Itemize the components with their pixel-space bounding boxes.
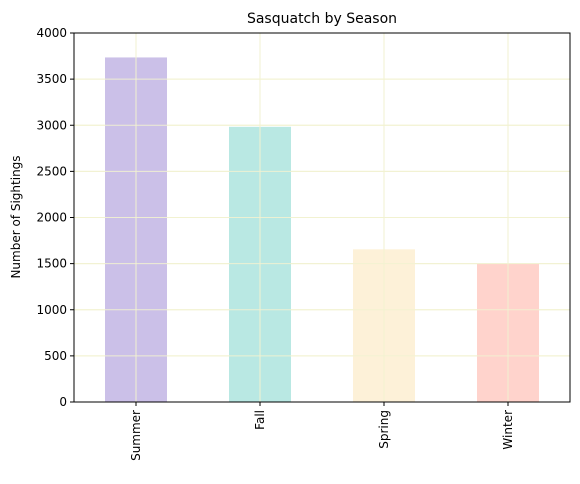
x-ticks: Summer Fall Spring Winter [129,402,515,461]
y-axis-label: Number of Sightings [9,155,23,278]
y-tick-label: 500 [44,349,67,363]
y-tick-label: 1000 [36,303,67,317]
y-tick-label: 0 [59,395,67,409]
chart-title: Sasquatch by Season [247,11,397,27]
y-ticks: 0 500 1000 1500 2000 2500 3000 3500 4000 [36,26,74,409]
x-tick-label-summer: Summer [129,410,143,461]
x-tick-label-spring: Spring [377,410,391,449]
x-tick-label-fall: Fall [253,410,267,430]
y-tick-label: 1500 [36,257,67,271]
y-tick-label: 2500 [36,164,67,178]
y-tick-label: 4000 [36,26,67,40]
bars [105,57,539,403]
y-tick-label: 3000 [36,118,67,132]
y-tick-label: 3500 [36,72,67,86]
y-tick-label: 2000 [36,211,67,225]
x-tick-label-winter: Winter [501,410,515,450]
